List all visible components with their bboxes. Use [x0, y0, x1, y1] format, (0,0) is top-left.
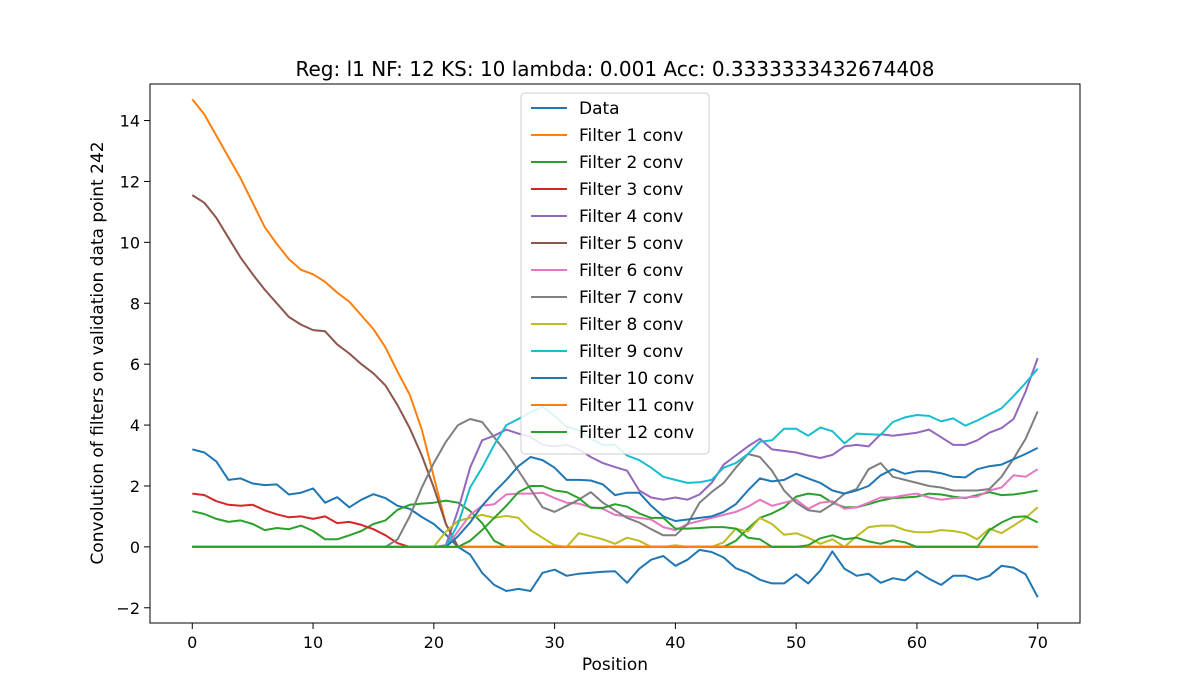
series-line-1 [192, 448, 1039, 598]
x-axis-label: Position [582, 655, 648, 675]
legend-entry: Filter 10 conv [579, 369, 694, 389]
chart-title: Reg: l1 NF: 12 KS: 10 lambda: 0.001 Acc:… [295, 57, 934, 81]
series-line-10 [192, 368, 1039, 548]
y-tick-label: 14 [120, 112, 140, 131]
x-tick-label: 60 [907, 633, 927, 652]
legend-entry: Data [579, 99, 620, 119]
x-tick-label: 70 [1028, 633, 1048, 652]
legend-entry: Filter 12 conv [579, 423, 694, 443]
y-axis: −2 0 2 4 6 8 10 12 14 [116, 112, 150, 618]
series-lines [191, 98, 1039, 598]
y-tick-label: −2 [116, 599, 140, 618]
legend-entry: Filter 6 conv [579, 261, 683, 281]
legend-entry: Filter 4 conv [579, 207, 683, 227]
legend-entry: Filter 11 conv [579, 396, 694, 416]
x-tick-label: 10 [303, 633, 323, 652]
legend-entry: Filter 8 conv [579, 315, 683, 335]
x-axis: 0 10 20 30 40 50 60 70 [187, 623, 1048, 652]
legend-entry: Filter 3 conv [579, 180, 683, 200]
series-line-11 [192, 447, 1039, 548]
legend-entry: Filter 1 conv [579, 126, 683, 146]
y-tick-label: 2 [130, 477, 140, 496]
y-tick-label: 10 [120, 233, 140, 252]
x-tick-label: 0 [187, 633, 197, 652]
x-tick-label: 50 [786, 633, 806, 652]
x-tick-label: 30 [544, 633, 564, 652]
y-tick-label: 4 [130, 416, 140, 435]
series-line-8 [192, 410, 1039, 548]
legend-entry: Filter 5 conv [579, 234, 683, 254]
series-line-5 [192, 357, 1039, 548]
series-line-13 [192, 485, 1039, 548]
plot-frame [149, 83, 1081, 624]
x-tick-label: 20 [424, 633, 444, 652]
y-tick-label: 12 [120, 172, 140, 191]
series-line-7 [192, 468, 1039, 548]
y-axis-label: Convolution of filters on validation dat… [88, 141, 108, 564]
legend: Data Filter 1 conv Filter 2 conv Filter 3 c… [520, 92, 710, 455]
legend-entry: Filter 9 conv [579, 342, 683, 362]
x-tick-label: 40 [665, 633, 685, 652]
y-tick-label: 0 [130, 538, 140, 557]
legend-frame [520, 92, 710, 455]
legend-entry: Filter 2 conv [579, 153, 683, 173]
series-line-9 [192, 506, 1039, 548]
y-tick-label: 6 [130, 355, 140, 374]
legend-entry: Filter 7 conv [579, 288, 683, 308]
y-tick-label: 8 [130, 294, 140, 313]
